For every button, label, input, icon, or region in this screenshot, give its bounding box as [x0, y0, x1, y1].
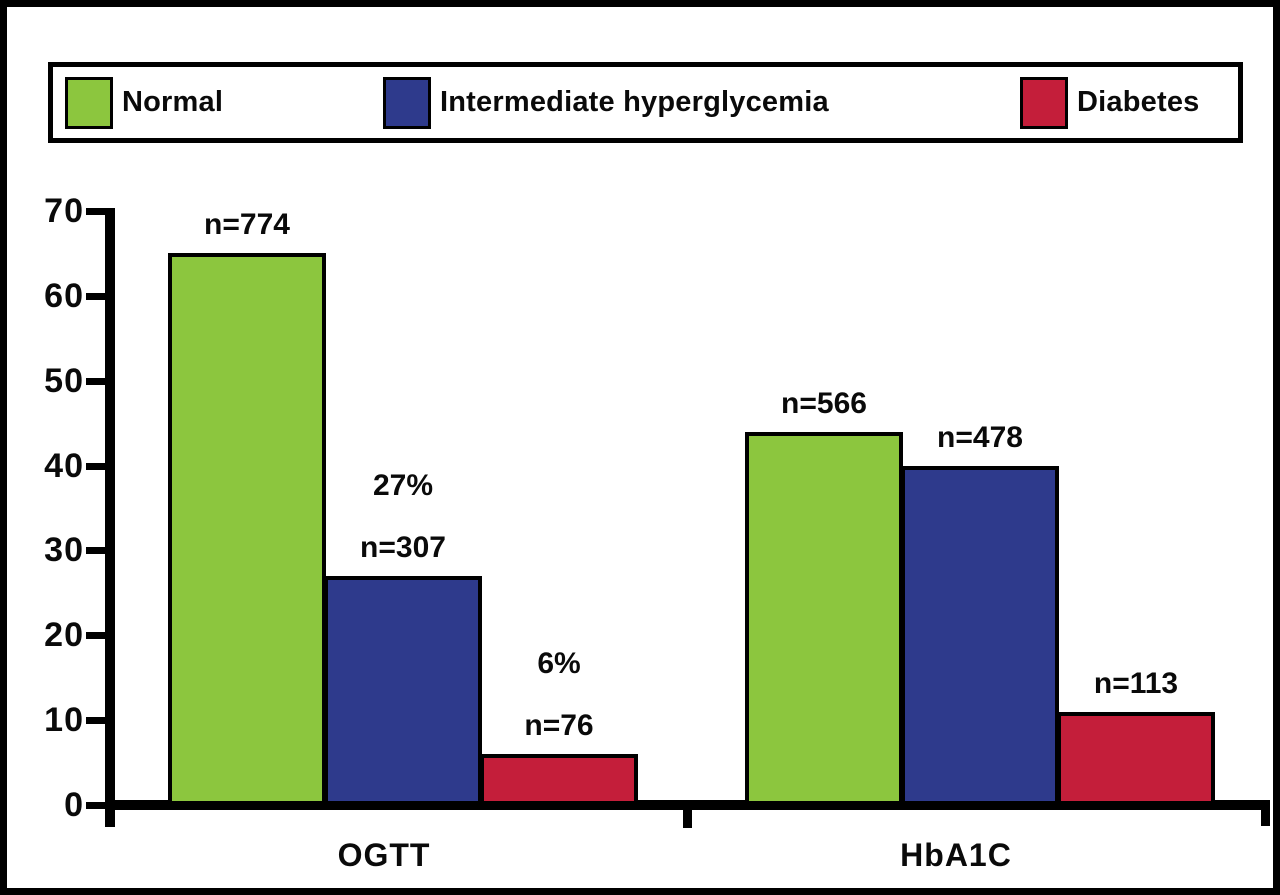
- intermediate-hyperglycemia-swatch-icon: [383, 76, 431, 129]
- legend-box: Normal Intermediate hyperglycemia Diabet…: [48, 62, 1243, 143]
- category-label-ogtt: OGTT: [337, 837, 431, 873]
- bar-n-label: n=478: [937, 421, 1023, 454]
- bar-n-label: n=307: [360, 531, 446, 564]
- bar-ogtt-normal: n=774: [168, 0, 326, 805]
- bar-ogtt-intermediate-hyperglycemia: 27% n=307: [324, 0, 482, 805]
- y-axis-tick-label: 60: [44, 277, 84, 315]
- bar-percent-label: 6%: [537, 647, 581, 680]
- normal-swatch-icon: [65, 76, 113, 129]
- legend-item-normal: Normal: [65, 67, 223, 138]
- bar-hba1c-normal: n=566: [745, 0, 903, 805]
- bar-ogtt-diabetes: 6% n=76: [480, 0, 638, 805]
- y-axis-tick: [86, 717, 106, 724]
- y-axis-tick-label: 0: [64, 786, 84, 824]
- y-axis-tick-label: 20: [44, 616, 84, 654]
- y-axis-tick-label: 10: [44, 701, 84, 739]
- y-axis-tick: [86, 632, 106, 639]
- y-axis-tick-label: 70: [44, 192, 84, 230]
- legend-label-intermediate-hyperglycemia: Intermediate hyperglycemia: [440, 86, 829, 118]
- bar-hba1c-intermediate-hyperglycemia: n=478: [901, 0, 1059, 805]
- y-axis-tick: [86, 463, 106, 470]
- y-axis-tick: [86, 547, 106, 554]
- bar-rect-hba1c-normal: [745, 432, 903, 805]
- bar-percent-label: 27%: [372, 469, 434, 502]
- y-axis-tick-label: 30: [44, 531, 84, 569]
- x-axis-mid-tick: [683, 800, 692, 828]
- y-axis-tick: [86, 208, 106, 215]
- bar-n-label: n=774: [204, 208, 290, 241]
- bar-rect-hba1c-intermediate-hyperglycemia: [901, 466, 1059, 805]
- bar-hba1c-diabetes: n=113: [1057, 0, 1215, 805]
- y-axis-line: [105, 208, 115, 827]
- legend-item-intermediate-hyperglycemia: Intermediate hyperglycemia: [383, 67, 829, 138]
- y-axis-tick: [86, 378, 106, 385]
- legend-item-diabetes: Diabetes: [1020, 67, 1200, 138]
- category-label-hba1c: HbA1C: [900, 837, 1012, 873]
- x-axis-end-tick: [1261, 800, 1270, 826]
- bar-rect-hba1c-diabetes: [1057, 712, 1215, 805]
- y-axis-tick: [86, 802, 106, 809]
- bar-n-label: n=566: [781, 387, 867, 420]
- legend-label-diabetes: Diabetes: [1077, 86, 1200, 118]
- legend-label-normal: Normal: [122, 86, 224, 118]
- y-axis-tick-label: 50: [44, 362, 84, 400]
- bar-rect-ogtt-diabetes: [480, 754, 638, 805]
- diabetes-swatch-icon: [1020, 76, 1068, 129]
- bar-rect-ogtt-intermediate-hyperglycemia: [324, 576, 482, 805]
- y-axis-tick: [86, 293, 106, 300]
- bar-rect-ogtt-normal: [168, 253, 326, 805]
- y-axis-tick-label: 40: [44, 447, 84, 485]
- bar-n-label: n=76: [524, 709, 594, 742]
- bar-n-label: n=113: [1093, 667, 1179, 700]
